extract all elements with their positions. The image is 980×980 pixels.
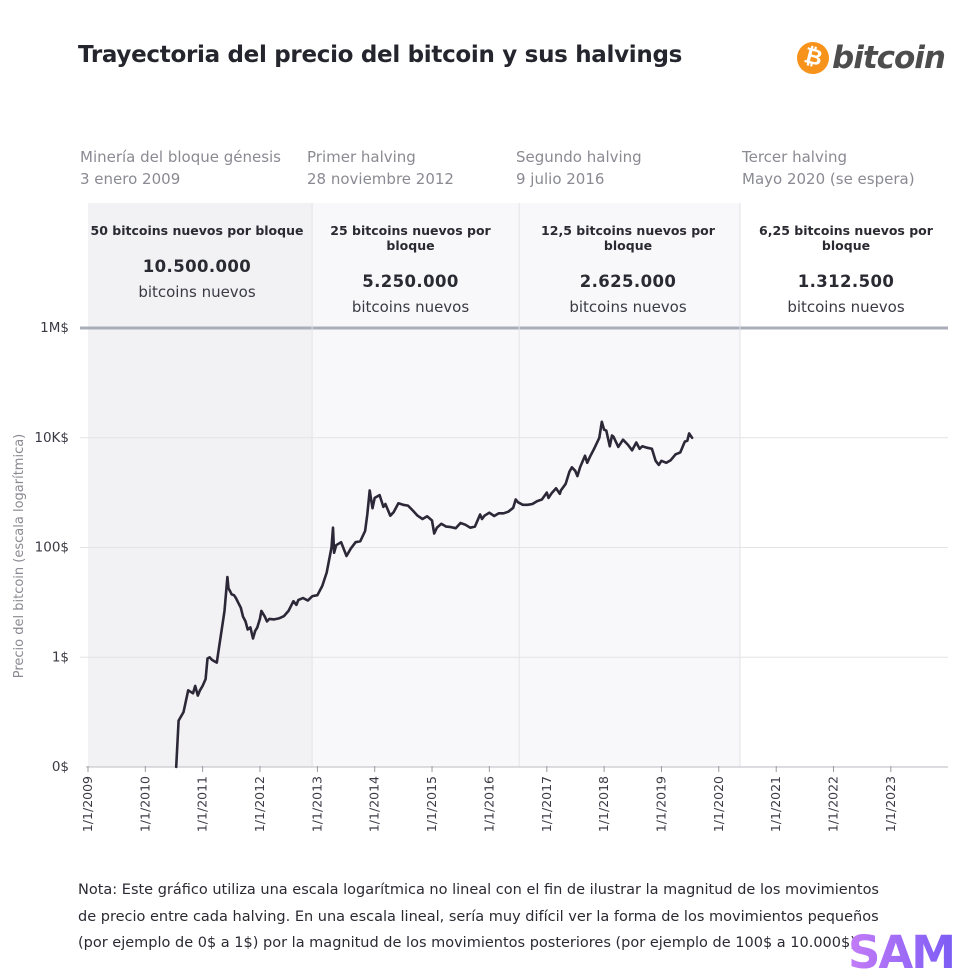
- y-tick-label: 10K$: [34, 430, 69, 446]
- x-tick-label: 1/1/2019: [653, 776, 668, 832]
- footnote-line: (por ejemplo de 0$ a 1$) por la magnitud…: [78, 935, 861, 951]
- era-reward-unit: bitcoins nuevos: [138, 283, 256, 301]
- x-tick-label: 1/1/2014: [367, 776, 382, 832]
- x-tick-label: 1/1/2009: [80, 776, 95, 832]
- footnote-line: de precio entre cada halving. En una esc…: [78, 908, 879, 925]
- era-reward-amount: 2.625.000: [579, 272, 677, 291]
- era-shade-band: [88, 203, 313, 767]
- era-date: 3 enero 2009: [80, 170, 181, 188]
- y-axis-label: Precio del bitcoin (escala logarítmica): [12, 434, 27, 679]
- price-series: [174, 420, 694, 769]
- y-tick-label: 100$: [35, 540, 69, 556]
- era-event: Segundo halving: [516, 148, 642, 166]
- gridlines: [80, 326, 948, 658]
- era-event: Tercer halving: [742, 148, 848, 166]
- page-title: Trayectoria del precio del bitcoin y sus…: [78, 42, 683, 68]
- price-line: [174, 420, 694, 769]
- era-reward-amount: 1.312.500: [797, 272, 895, 291]
- x-tick-label: 1/1/2011: [195, 776, 210, 832]
- era-reward-unit: bitcoins nuevos: [787, 298, 905, 316]
- era-event: Minería del bloque génesis: [80, 148, 281, 166]
- era-reward-box-genesis: 50 bitcoins nuevos por bloque 10.500.000…: [88, 203, 306, 327]
- era-reward-box-first-halving: 25 bitcoins nuevos por bloque 5.250.000 …: [306, 203, 515, 327]
- era-reward-box-second-halving: 12,5 bitcoins nuevos por bloque 2.625.00…: [515, 203, 741, 327]
- x-tick-label: 1/1/2023: [883, 776, 898, 832]
- era-shading: [88, 203, 740, 767]
- era-reward-unit: bitcoins nuevos: [351, 298, 470, 316]
- y-tick-label: 0$: [52, 759, 69, 775]
- x-tick-label: 1/1/2013: [309, 776, 324, 832]
- sam-watermark-logo: SAM: [848, 926, 956, 976]
- x-tick-label: 1/1/2016: [481, 776, 496, 832]
- y-tick-labels: 0$ 1$ 100$ 10K$ 1M$: [34, 320, 69, 775]
- x-tick-label: 1/1/2012: [252, 776, 267, 832]
- halving-dividers: [311, 203, 741, 767]
- bitcoin-brand-logo: ₿ bitcoin: [793, 36, 946, 80]
- era-reward-box-third-halving: 6,25 bitcoins nuevos por bloque 1.312.50…: [741, 203, 951, 327]
- x-tick-label: 1/1/2017: [539, 776, 554, 832]
- x-tick-label: 1/1/2018: [596, 776, 611, 832]
- x-tick-label: 1/1/2021: [768, 776, 783, 832]
- chart-footnote: Nota: Este gráfico utiliza una escala lo…: [78, 877, 879, 957]
- era-date: 28 noviembre 2012: [307, 170, 454, 188]
- era-reward-rate: 25 bitcoins nuevos por bloque: [330, 223, 491, 253]
- y-tick-label: 1M$: [40, 320, 69, 336]
- era-heading-genesis: Minería del bloque génesis 3 enero 2009: [80, 146, 281, 190]
- era-reward-amount: 10.500.000: [142, 257, 252, 276]
- y-tick-label: 1$: [52, 649, 69, 665]
- era-heading-third-halving: Tercer halving Mayo 2020 (se espera): [742, 146, 915, 190]
- era-shade-band: [312, 203, 520, 767]
- era-reward-unit: bitcoins nuevos: [569, 298, 687, 316]
- x-axis: 1/1/2009 1/1/2010 1/1/2011 1/1/2012 1/1/2013…: [80, 766, 948, 832]
- era-heading-second-halving: Segundo halving 9 julio 2016: [516, 146, 642, 190]
- x-tick-label: 1/1/2015: [424, 776, 439, 832]
- bitcoin-logo-icon: ₿: [793, 38, 833, 78]
- era-reward-amount: 5.250.000: [362, 272, 459, 291]
- x-tick-label: 1/1/2022: [826, 776, 841, 832]
- era-event: Primer halving: [307, 148, 416, 166]
- sam-watermark-text: SAM: [848, 926, 954, 976]
- x-tick-label: 1/1/2020: [711, 776, 726, 832]
- era-reward-rate: 50 bitcoins nuevos por bloque: [90, 223, 304, 238]
- era-date: Mayo 2020 (se espera): [742, 170, 915, 188]
- bitcoin-wordmark: bitcoin: [832, 40, 946, 76]
- x-tick-label: 1/1/2010: [137, 776, 152, 832]
- era-date: 9 julio 2016: [516, 170, 605, 188]
- footnote-line: Nota: Este gráfico utiliza una escala lo…: [78, 882, 879, 898]
- era-reward-rate: 12,5 bitcoins nuevos por bloque: [541, 223, 715, 253]
- era-shade-band: [519, 203, 740, 767]
- era-reward-rate: 6,25 bitcoins nuevos por bloque: [759, 223, 933, 253]
- era-heading-first-halving: Primer halving 28 noviembre 2012: [307, 146, 454, 190]
